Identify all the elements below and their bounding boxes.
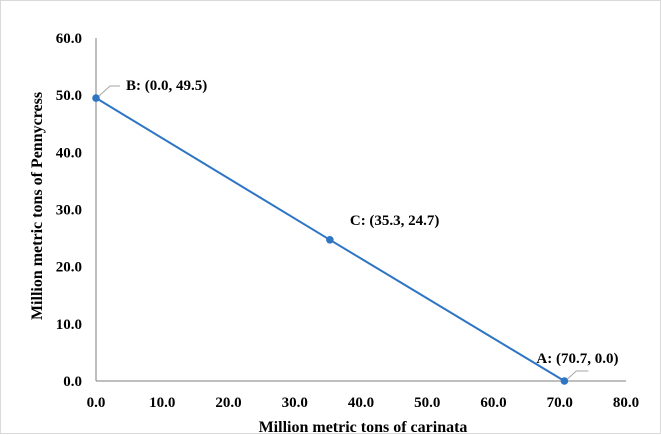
x-tick-label: 10.0 bbox=[149, 395, 175, 411]
tick-labels: 0.0 10.0 20.0 30.0 40.0 50.0 60.0 70.0 80.0 0.0 10… bbox=[56, 31, 639, 411]
x-tick-label: 80.0 bbox=[613, 395, 639, 411]
x-tick-label: 40.0 bbox=[348, 395, 374, 411]
y-axis-title: Million metric tons of Pennycress bbox=[29, 92, 46, 320]
y-tick-label: 50.0 bbox=[56, 88, 82, 104]
series bbox=[92, 94, 569, 385]
data-point bbox=[560, 377, 569, 385]
x-tick-label: 60.0 bbox=[480, 395, 506, 411]
data-point bbox=[92, 94, 100, 102]
y-tick-label: 60.0 bbox=[56, 31, 82, 47]
y-tick-label: 10.0 bbox=[56, 317, 82, 333]
x-tick-label: 20.0 bbox=[215, 395, 241, 411]
leader-line bbox=[98, 85, 120, 97]
x-tick-label: 50.0 bbox=[414, 395, 440, 411]
x-axis-title: Million metric tons of carinata bbox=[259, 419, 468, 435]
y-tick-label: 40.0 bbox=[56, 145, 82, 161]
data-label: A: (70.7, 0.0) bbox=[536, 351, 618, 367]
data-labels: B: (0.0, 49.5) C: (35.3, 24.7) A: (70.7, 0… bbox=[98, 78, 618, 380]
x-tick-label: 70.0 bbox=[547, 395, 573, 411]
x-tick-label: 30.0 bbox=[282, 395, 308, 411]
data-point bbox=[326, 235, 334, 244]
leader-line bbox=[567, 370, 589, 380]
data-label: B: (0.0, 49.5) bbox=[126, 78, 207, 94]
x-tick-label: 0.0 bbox=[87, 395, 106, 411]
y-tick-label: 20.0 bbox=[56, 260, 82, 276]
y-tick-label: 30.0 bbox=[56, 203, 82, 219]
y-tick-label: 0.0 bbox=[63, 374, 82, 390]
data-label: C: (35.3, 24.7) bbox=[350, 213, 440, 229]
